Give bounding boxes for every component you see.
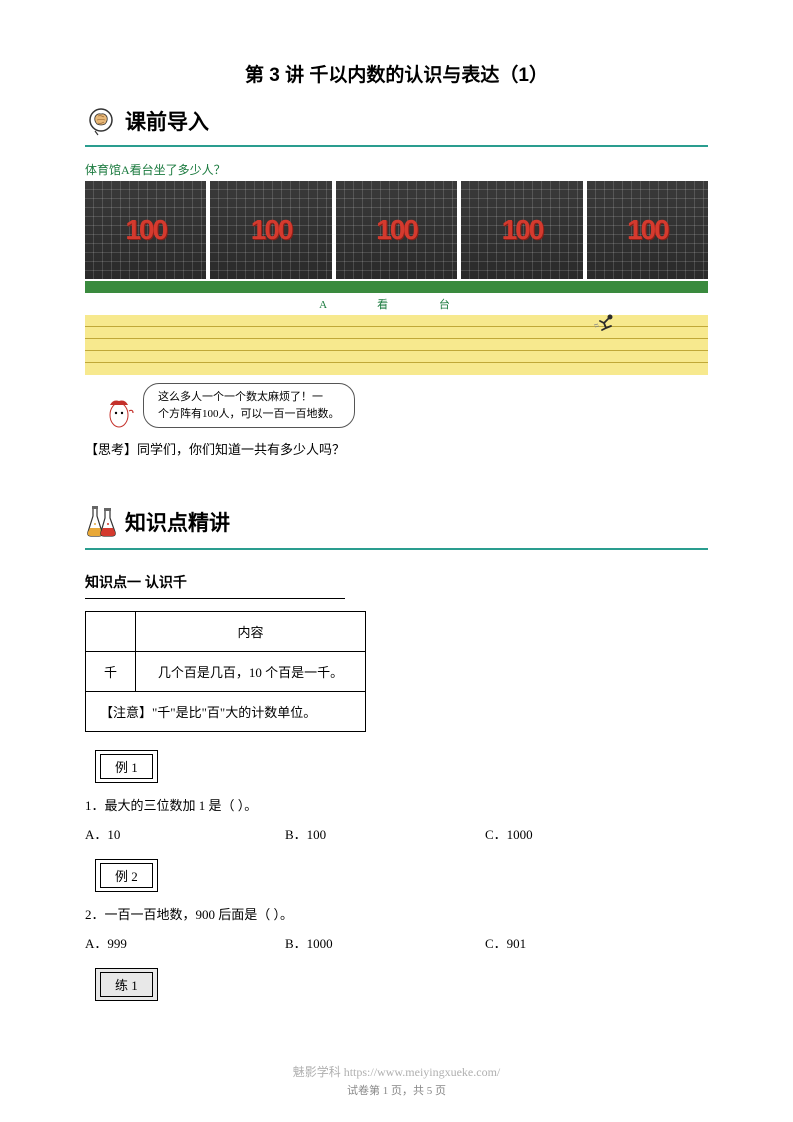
page-footer: 魅影学科 https://www.meiyingxueke.com/ 试卷第 1… <box>0 1063 793 1098</box>
table-cell-label: 千 <box>86 652 136 692</box>
speech-area: 这么多人一个一个数太麻烦了！一 个方阵有100人，可以一百一百地数。 <box>85 381 708 429</box>
stadium-block: 100 <box>210 181 331 279</box>
question2: 2．一百一百地数，900 后面是（ ）。 <box>85 904 708 923</box>
stadium-block: 100 <box>85 181 206 279</box>
kp-underline <box>85 598 345 599</box>
question1-options: A．10 B．100 C．1000 <box>85 824 708 843</box>
stadium-block: 100 <box>461 181 582 279</box>
stadium-stand-label: A 看 台 <box>85 293 708 315</box>
runner-icon <box>592 313 618 331</box>
stadium-block: 100 <box>336 181 457 279</box>
option-c: C．1000 <box>485 824 685 843</box>
flask-icon <box>85 504 117 540</box>
think-prefix: 【思考】 <box>85 442 137 457</box>
speech-line1: 这么多人一个一个数太麻烦了！一 <box>158 389 340 406</box>
question1: 1．最大的三位数加 1 是（ ）。 <box>85 795 708 814</box>
block-100-label: 100 <box>502 214 543 246</box>
question2-text: 一百一百地数，900 后面是（ ）。 <box>105 907 294 922</box>
page-title: 第 3 讲 千以内数的认识与表达（1） <box>85 60 708 87</box>
mascot-icon <box>105 395 135 429</box>
knowledge-table: 内容 千 几个百是几百，10 个百是一千。 【注意】"千"是比"百"大的计数单位… <box>85 611 366 732</box>
question1-num: 1． <box>85 798 105 813</box>
option-b: B．1000 <box>285 933 485 952</box>
footer-watermark: 魅影学科 https://www.meiyingxueke.com/ <box>0 1063 793 1080</box>
example1-label: 例 1 <box>100 754 153 779</box>
think-text: 同学们，你们知道一共有多少人吗？ <box>137 442 345 457</box>
block-100-label: 100 <box>251 214 292 246</box>
table-cell-blank <box>86 612 136 652</box>
table-row: 【注意】"千"是比"百"大的计数单位。 <box>86 692 366 732</box>
section1-header: 课前导入 <box>85 105 708 137</box>
option-c: C．901 <box>485 933 685 952</box>
section2-title: 知识点精讲 <box>125 507 230 537</box>
example2-box: 例 2 <box>95 859 158 892</box>
example1-box: 例 1 <box>95 750 158 783</box>
stadium-platform <box>85 281 708 293</box>
option-a: A．999 <box>85 933 285 952</box>
section2-underline <box>85 548 708 550</box>
practice1-box: 练 1 <box>95 968 158 1001</box>
stadium-blocks-row: 100 100 100 100 100 <box>85 181 708 279</box>
practice1-label: 练 1 <box>100 972 153 997</box>
block-100-label: 100 <box>376 214 417 246</box>
question2-num: 2． <box>85 907 105 922</box>
block-100-label: 100 <box>627 214 668 246</box>
footer-pagination: 试卷第 1 页，共 5 页 <box>0 1082 793 1098</box>
question1-text: 最大的三位数加 1 是（ ）。 <box>105 798 258 813</box>
stadium-question-text: 体育馆A看台坐了多少人？ <box>85 161 708 178</box>
question2-options: A．999 B．1000 C．901 <box>85 933 708 952</box>
option-b: B．100 <box>285 824 485 843</box>
section2-header: 知识点精讲 <box>85 504 708 540</box>
section1-underline <box>85 145 708 147</box>
option-a: A．10 <box>85 824 285 843</box>
speech-bubble: 这么多人一个一个数太麻烦了！一 个方阵有100人，可以一百一百地数。 <box>143 383 355 428</box>
table-row: 内容 <box>86 612 366 652</box>
table-cell-note: 【注意】"千"是比"百"大的计数单位。 <box>86 692 366 732</box>
section1-title: 课前导入 <box>125 106 209 136</box>
stadium-block: 100 <box>587 181 708 279</box>
block-100-label: 100 <box>125 214 166 246</box>
knowledge-point-header: 知识点一 认识千 <box>85 572 708 592</box>
speech-line2: 个方阵有100人，可以一百一百地数。 <box>158 406 340 423</box>
think-question: 【思考】同学们，你们知道一共有多少人吗？ <box>85 439 708 458</box>
table-cell-content: 几个百是几百，10 个百是一千。 <box>136 652 366 692</box>
table-header-content: 内容 <box>136 612 366 652</box>
brain-icon <box>85 105 117 137</box>
example2-label: 例 2 <box>100 863 153 888</box>
table-row: 千 几个百是几百，10 个百是一千。 <box>86 652 366 692</box>
stadium-illustration: 体育馆A看台坐了多少人？ 100 100 100 100 100 A 看 台 <box>85 161 708 369</box>
